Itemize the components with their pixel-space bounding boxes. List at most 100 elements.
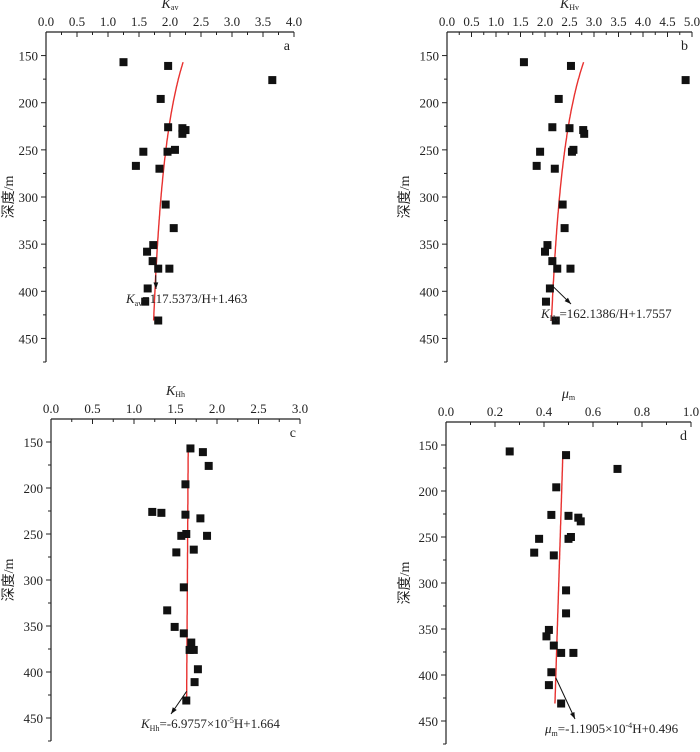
data-point — [530, 548, 539, 557]
data-point — [576, 517, 585, 526]
data-point — [567, 147, 576, 156]
y-tick-label: 200 — [420, 96, 440, 111]
x-axis-title: KHv — [559, 0, 579, 12]
x-tick-label: 1.0 — [683, 404, 699, 419]
x-tick-label: 2.5 — [250, 401, 266, 416]
data-point — [548, 257, 557, 266]
arrow-head-icon — [570, 712, 575, 719]
fit-line — [550, 61, 585, 321]
y-tick-label: 350 — [19, 237, 39, 252]
data-point — [143, 247, 152, 256]
x-title-sub: av — [171, 3, 179, 12]
y-tick-label: 300 — [24, 573, 44, 588]
data-point — [542, 632, 551, 641]
x-tick-label: 0.0 — [38, 14, 54, 29]
data-point — [161, 200, 170, 209]
data-point — [139, 147, 148, 156]
x-title-main: μ — [561, 387, 569, 402]
data-point — [189, 545, 198, 554]
data-point — [541, 297, 550, 306]
data-point — [186, 444, 195, 453]
data-point — [155, 164, 164, 173]
equation-sub: Hv — [550, 314, 560, 323]
data-point — [554, 94, 563, 103]
x-axis-title: Kav — [161, 0, 179, 12]
equation-body: =117.5373/H+1.463 — [142, 291, 247, 306]
data-point — [163, 606, 172, 615]
panel-a: 0.0 0.5 1.0 1.5 2.0 2.5 3.0 3.5 4.0 150 200 250 300 3… — [1, 0, 302, 363]
y-tick-label: 400 — [19, 284, 39, 299]
data-point — [541, 247, 549, 256]
x-tick-label: 3.0 — [224, 14, 240, 29]
y-tick-label: 250 — [19, 143, 39, 158]
data-point — [553, 264, 562, 273]
data-point — [566, 264, 575, 273]
panel-c: 0.0 0.5 1.0 1.5 2.0 2.5 3.0 150 200 250 300 350 400 4… — [1, 384, 308, 742]
arrow-head-icon — [564, 297, 571, 304]
data-point — [548, 123, 557, 132]
arrow-head-icon — [153, 282, 159, 289]
equation-sup: -4 — [626, 721, 633, 730]
x-tick-label: 0.6 — [585, 404, 602, 419]
x-tick-label: 5.0 — [684, 14, 700, 29]
x-tick-label: 4.0 — [635, 14, 651, 29]
y-tick-label: 400 — [24, 665, 44, 680]
x-tick-label: 0.5 — [84, 401, 100, 416]
data-point — [182, 530, 191, 538]
data-point — [613, 464, 622, 473]
data-point — [560, 224, 569, 233]
data-point — [557, 699, 566, 708]
x-tick-label: 0.2 — [487, 404, 503, 419]
y-tick-label: 200 — [24, 481, 44, 496]
x-tick-label: 0.8 — [634, 404, 650, 419]
x-tick-label: 3.5 — [255, 14, 271, 29]
data-point — [196, 514, 205, 523]
data-point — [566, 61, 575, 70]
y-tick-label: 400 — [419, 668, 439, 683]
data-point — [547, 668, 556, 677]
y-tick-label: 350 — [420, 237, 440, 252]
panel-letter: d — [680, 429, 687, 444]
data-point — [545, 284, 554, 293]
equation-sub: m — [552, 729, 559, 738]
data-point — [681, 76, 690, 85]
data-point — [203, 531, 212, 540]
data-point — [154, 316, 163, 325]
equation-main: μ — [544, 721, 552, 736]
x-title-main: K — [165, 384, 176, 399]
data-point — [193, 665, 202, 674]
x-tick-label: 2.5 — [561, 14, 577, 29]
fit-equation: KHh=-6.9757×10-5H+1.664 — [140, 716, 280, 733]
x-title-main: K — [559, 0, 570, 12]
data-point — [204, 461, 213, 470]
y-tick-label: 250 — [419, 530, 439, 545]
data-point — [177, 531, 186, 540]
data-point — [157, 508, 166, 517]
data-point — [185, 645, 194, 654]
data-point — [562, 451, 571, 460]
y-tick-label: 300 — [19, 190, 39, 205]
data-point — [164, 61, 173, 70]
y-tick-label: 450 — [19, 331, 39, 346]
arrow-head-icon — [171, 707, 177, 714]
equation-tail: H+1.664 — [234, 716, 280, 731]
data-point — [119, 58, 128, 67]
data-point — [149, 241, 158, 250]
data-point — [549, 641, 558, 650]
data-point — [544, 681, 553, 690]
x-tick-label: 2.0 — [209, 401, 225, 416]
data-point — [156, 94, 165, 103]
y-tick-label: 200 — [419, 484, 439, 499]
data-point — [179, 629, 188, 638]
data-point — [557, 648, 566, 657]
x-tick-label: 3.0 — [292, 401, 308, 416]
fit-line — [554, 451, 564, 704]
data-point — [580, 129, 589, 138]
y-tick-label: 450 — [24, 711, 44, 726]
data-point — [179, 583, 188, 592]
panel-d: 0.0 0.2 0.4 0.6 0.8 1.0 150 200 250 300 350 400 450 μ… — [397, 387, 699, 745]
data-point — [519, 58, 528, 67]
data-point — [182, 696, 191, 705]
data-point — [169, 224, 178, 233]
data-point — [143, 284, 152, 293]
